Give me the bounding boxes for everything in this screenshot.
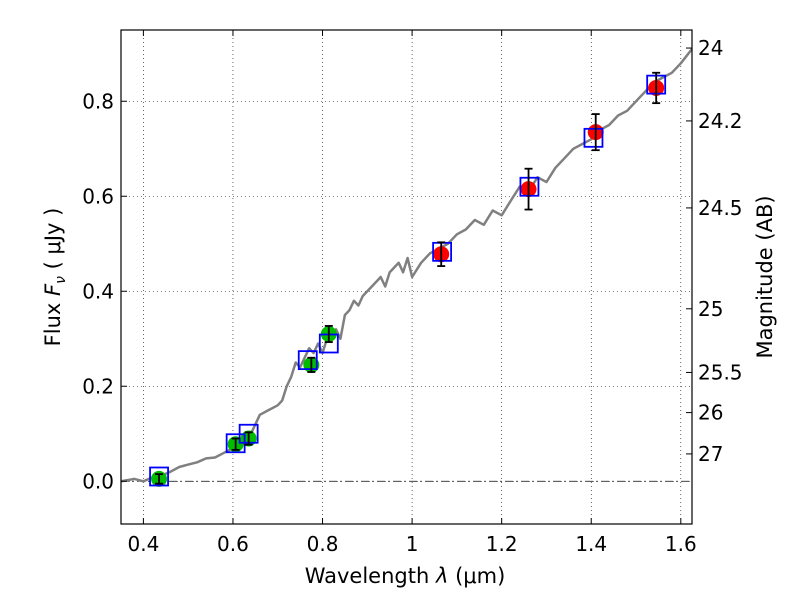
y-tick-label: 0.2 <box>82 374 114 398</box>
x-axis-title: Wavelength λ (μm) <box>305 564 506 588</box>
y-axis-title-subscript: ν <box>53 276 69 284</box>
right-tick-label: 24.2 <box>698 109 743 133</box>
y-axis-title-symbol: F <box>41 283 65 296</box>
x-axis-title-symbol: λ <box>435 564 448 588</box>
x-tick-label: 1 <box>406 532 419 556</box>
y-axis-title-unit: ( μJy ) <box>41 208 65 276</box>
x-axis-title-unit: (μm) <box>448 564 505 588</box>
x-tick-label: 1.6 <box>665 532 697 556</box>
x-tick-label: 0.8 <box>307 532 339 556</box>
axis-ticks: 0.4 0.6 0.8 1 1.2 1.4 1.6 0.0 0.2 0.4 0.6 0.8 24 24.2… <box>82 30 743 556</box>
y-axis-title-prefix: Flux <box>41 296 65 346</box>
x-axis-title-prefix: Wavelength <box>305 564 436 588</box>
right-tick-label: 25 <box>698 297 723 321</box>
y-tick-label: 0.8 <box>82 89 114 113</box>
model-photometry-box <box>149 466 169 487</box>
right-axis-title: Magnitude (AB) <box>753 195 777 358</box>
right-tick-label: 27 <box>698 442 723 466</box>
y-tick-label: 0.6 <box>82 184 114 208</box>
x-tick-label: 1.2 <box>486 532 518 556</box>
right-tick-label: 24.5 <box>698 196 743 220</box>
x-tick-label: 1.4 <box>575 532 607 556</box>
y-tick-label: 0.0 <box>82 469 114 493</box>
x-tick-label: 0.4 <box>127 532 159 556</box>
plot-content <box>121 48 692 487</box>
y-tick-label: 0.4 <box>82 279 114 303</box>
right-tick-label: 24 <box>698 36 723 60</box>
model-photometry-box <box>583 127 604 148</box>
model-photometry-box <box>297 350 318 371</box>
plot-frame <box>120 29 693 525</box>
y-axis-title: Flux Fν ( μJy ) <box>41 208 69 347</box>
right-tick-label: 26 <box>698 401 723 425</box>
x-tick-label: 0.6 <box>217 532 249 556</box>
right-tick-label: 25.5 <box>698 360 743 384</box>
